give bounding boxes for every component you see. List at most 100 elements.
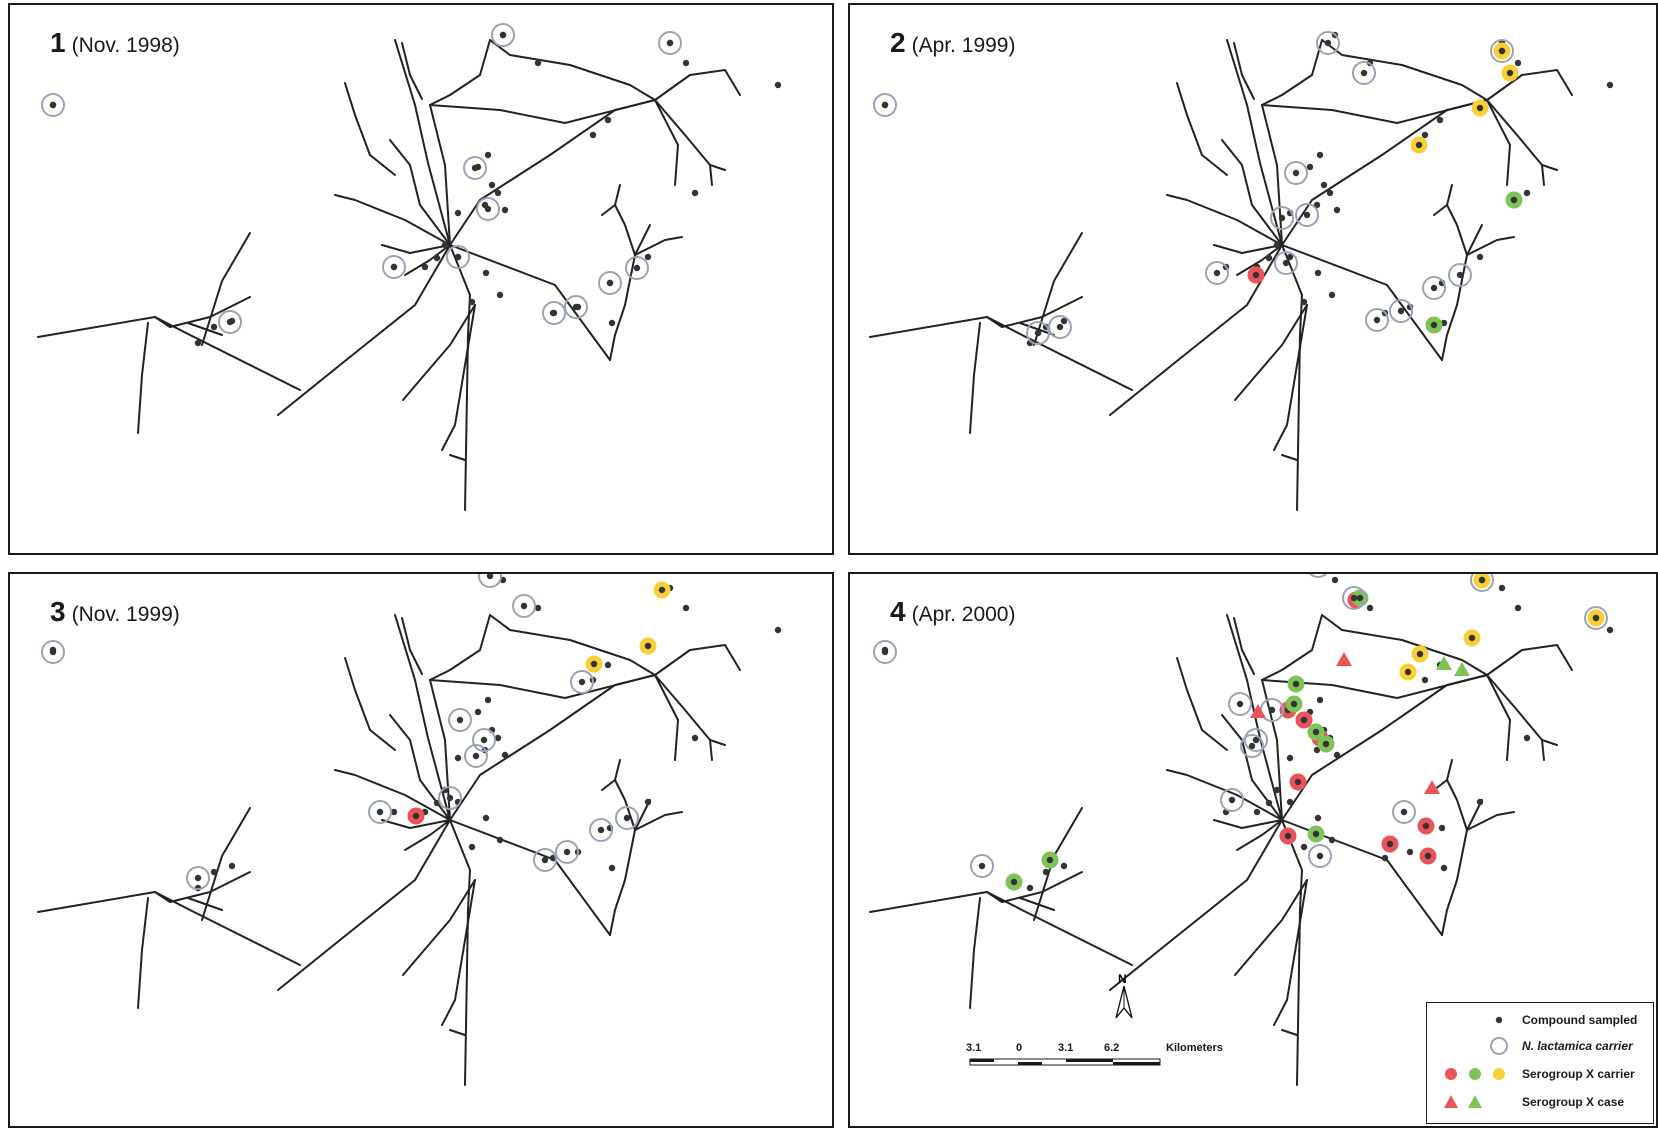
- lactamica-carrier-ring: [1392, 800, 1416, 824]
- scale-tick: 0: [1016, 1042, 1023, 1054]
- compound-dot: [471, 164, 479, 172]
- compound-dot: [210, 868, 218, 876]
- panel-title: 2 (Apr. 1999): [890, 27, 1015, 59]
- compound-dot: [501, 751, 509, 759]
- road: [1234, 304, 1308, 401]
- road: [1234, 879, 1308, 976]
- compound-dot: [501, 206, 509, 214]
- compound-dot: [1421, 131, 1429, 139]
- compound-dot: [1314, 269, 1322, 277]
- panel-number: 3: [50, 596, 66, 627]
- compound-dot: [682, 604, 690, 612]
- road: [986, 891, 1133, 966]
- compound-dot: [1046, 856, 1054, 864]
- road: [201, 807, 251, 921]
- lactamica-carrier-ring: [463, 156, 487, 180]
- map-panel-1: 1 (Nov. 1998): [8, 3, 834, 555]
- compound-dot: [1292, 169, 1300, 177]
- road: [1446, 184, 1453, 206]
- road: [137, 897, 149, 1009]
- road: [1236, 244, 1283, 276]
- lactamica-carrier-ring: [873, 640, 897, 664]
- legend-item-compound: Compound sampled: [1427, 1009, 1653, 1031]
- road: [449, 454, 466, 461]
- map-layer: [37, 23, 782, 511]
- compound-dot: [1292, 680, 1300, 688]
- compound-dot: [1282, 259, 1290, 267]
- road: [154, 316, 301, 391]
- road: [1221, 139, 1283, 246]
- compound-dot: [1404, 668, 1412, 676]
- road: [1233, 42, 1255, 100]
- road: [402, 879, 476, 976]
- compound-dot: [1456, 271, 1464, 279]
- compound-dot: [1350, 594, 1358, 602]
- serogroup-x-case-green: [1454, 662, 1470, 676]
- compound-dot: [488, 181, 496, 189]
- road: [389, 139, 451, 246]
- scale-tick: 3.1: [966, 1042, 982, 1054]
- compound-dot: [644, 642, 652, 650]
- compound-dot: [1060, 317, 1068, 325]
- compound-dot: [1416, 650, 1424, 658]
- compound-dot: [578, 678, 586, 686]
- compound-dot: [194, 339, 202, 347]
- road: [404, 819, 451, 851]
- road: [1213, 244, 1283, 254]
- compound-dot: [1397, 307, 1405, 315]
- lactamica-carrier-ring: [873, 93, 897, 117]
- lactamica-carrier-ring: [41, 640, 65, 664]
- road: [969, 897, 981, 1009]
- compound-dot: [1265, 254, 1273, 262]
- compound-dot: [1312, 830, 1320, 838]
- compound-dot: [1476, 253, 1484, 261]
- road: [1213, 819, 1283, 829]
- compound-dot: [774, 626, 782, 634]
- panel-title: 4 (Apr. 2000): [890, 596, 1015, 628]
- road-map: [869, 31, 1614, 511]
- lactamica-carrier-ring: [570, 670, 594, 694]
- lactamica-carrier-ring: [1284, 161, 1308, 185]
- compound-dot: [978, 862, 986, 870]
- compound-dot: [1415, 141, 1423, 149]
- compound-dot: [1468, 634, 1476, 642]
- compound-dot: [1300, 298, 1308, 306]
- road: [654, 674, 726, 746]
- compound-dot: [1430, 284, 1438, 292]
- compound-dot: [1436, 116, 1444, 124]
- compound-dot: [1476, 104, 1484, 112]
- compound-dot: [1373, 316, 1381, 324]
- compound-dot: [623, 814, 631, 822]
- lactamica-carrier-ring: [542, 301, 566, 325]
- road: [1541, 164, 1545, 186]
- road: [1236, 819, 1283, 851]
- compound-dot: [1286, 253, 1294, 261]
- serogroup-case-triangles-icon: [1444, 1095, 1482, 1108]
- compound-dot: [606, 279, 614, 287]
- compound-dot: [484, 696, 492, 704]
- road-map: [37, 574, 782, 1086]
- compound-dot-icon: [1495, 1016, 1503, 1024]
- panel-number: 4: [890, 596, 906, 627]
- serogroup-x-case-red: [1336, 652, 1352, 666]
- compound-dot: [534, 59, 542, 67]
- road: [1233, 617, 1255, 675]
- road: [1281, 1029, 1298, 1036]
- lactamica-carrier-ring: [438, 786, 462, 810]
- road: [429, 104, 451, 246]
- lactamica-carrier-ring: [512, 594, 536, 618]
- road-map: [869, 574, 1614, 1086]
- compound-dot: [520, 602, 528, 610]
- road: [401, 42, 423, 100]
- lactamica-carrier-ring: [970, 854, 994, 878]
- road: [449, 819, 471, 1086]
- lactamica-carrier-ring: [1270, 206, 1294, 230]
- compound-dot: [484, 151, 492, 159]
- road: [429, 99, 656, 124]
- road: [601, 779, 636, 831]
- road: [489, 39, 656, 101]
- road: [1201, 729, 1228, 751]
- road: [37, 871, 251, 913]
- north-label: N: [1118, 972, 1127, 986]
- road: [441, 879, 476, 1026]
